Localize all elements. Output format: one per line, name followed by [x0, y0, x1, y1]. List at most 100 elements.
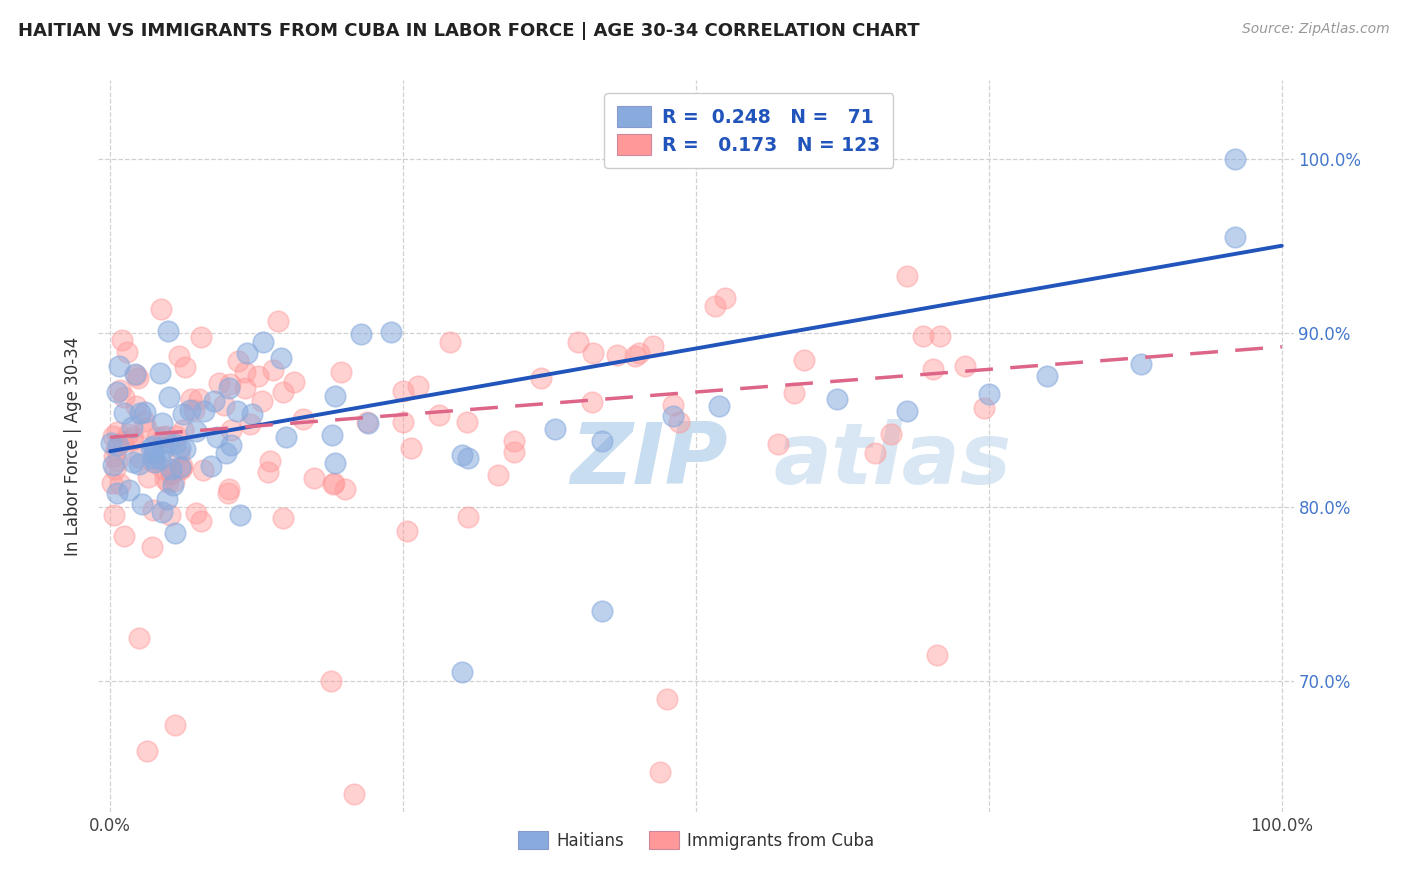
Point — [200, 459, 222, 474]
Point — [152, 461, 174, 475]
Point — [143, 455, 166, 469]
Point — [112, 529, 135, 543]
Point — [283, 375, 305, 389]
Point — [247, 369, 270, 384]
Point — [118, 483, 141, 497]
Point — [486, 468, 509, 483]
Point — [193, 404, 215, 418]
Point — [111, 333, 134, 347]
Point — [396, 524, 419, 538]
Point — [257, 466, 280, 480]
Point — [896, 268, 918, 283]
Point — [165, 429, 187, 443]
Point — [503, 445, 526, 459]
Point — [129, 406, 152, 420]
Point — [657, 691, 679, 706]
Point — [141, 541, 163, 555]
Point — [112, 406, 135, 420]
Point — [167, 447, 190, 461]
Point — [103, 449, 125, 463]
Point — [169, 442, 191, 456]
Point — [880, 427, 903, 442]
Point — [502, 434, 524, 449]
Point — [108, 359, 131, 373]
Point — [606, 348, 628, 362]
Point — [149, 366, 172, 380]
Point — [322, 475, 344, 490]
Point — [136, 469, 159, 483]
Point — [108, 477, 131, 491]
Point — [392, 416, 415, 430]
Point — [335, 482, 357, 496]
Point — [322, 476, 344, 491]
Point — [321, 674, 343, 689]
Point — [783, 386, 806, 401]
Point — [1223, 152, 1246, 166]
Point — [100, 436, 122, 450]
Point — [703, 299, 725, 313]
Point — [150, 416, 173, 430]
Point — [218, 381, 240, 395]
Point — [922, 361, 945, 376]
Point — [218, 482, 240, 496]
Point — [190, 514, 212, 528]
Point — [121, 455, 143, 469]
Point — [218, 377, 240, 392]
Point — [450, 665, 472, 680]
Point — [581, 394, 603, 409]
Point — [162, 478, 184, 492]
Point — [153, 428, 176, 442]
Point — [429, 408, 451, 422]
Point — [132, 414, 155, 428]
Point — [173, 442, 195, 456]
Point — [205, 430, 228, 444]
Text: atlas: atlas — [773, 419, 1012, 502]
Point — [107, 438, 129, 452]
Point — [662, 398, 685, 412]
Point — [117, 427, 139, 442]
Point — [865, 445, 887, 459]
Point — [121, 420, 143, 434]
Point — [896, 404, 918, 418]
Point — [399, 441, 422, 455]
Point — [105, 454, 128, 468]
Point — [302, 471, 325, 485]
Point — [124, 367, 146, 381]
Point — [169, 349, 191, 363]
Point — [274, 430, 297, 444]
Point — [186, 424, 208, 438]
Point — [128, 457, 150, 471]
Point — [186, 506, 208, 520]
Text: ZIP: ZIP — [571, 419, 728, 502]
Point — [228, 354, 250, 368]
Point — [135, 744, 157, 758]
Point — [456, 415, 478, 429]
Point — [125, 399, 148, 413]
Point — [215, 446, 238, 460]
Point — [202, 394, 225, 409]
Point — [142, 503, 165, 517]
Point — [183, 403, 205, 417]
Point — [149, 452, 172, 467]
Point — [1036, 369, 1059, 384]
Point — [157, 390, 180, 404]
Point — [271, 384, 294, 399]
Point — [973, 401, 995, 415]
Point — [153, 441, 176, 455]
Point — [157, 475, 180, 490]
Point — [325, 456, 347, 470]
Point — [112, 434, 135, 449]
Point — [105, 486, 128, 500]
Point — [142, 455, 165, 469]
Point — [172, 423, 194, 437]
Point — [641, 339, 664, 353]
Point — [236, 345, 259, 359]
Point — [128, 450, 150, 464]
Point — [180, 392, 202, 406]
Point — [163, 717, 186, 731]
Y-axis label: In Labor Force | Age 30-34: In Labor Force | Age 30-34 — [65, 336, 83, 556]
Point — [323, 389, 346, 403]
Point — [544, 421, 567, 435]
Point — [668, 416, 690, 430]
Point — [266, 313, 288, 327]
